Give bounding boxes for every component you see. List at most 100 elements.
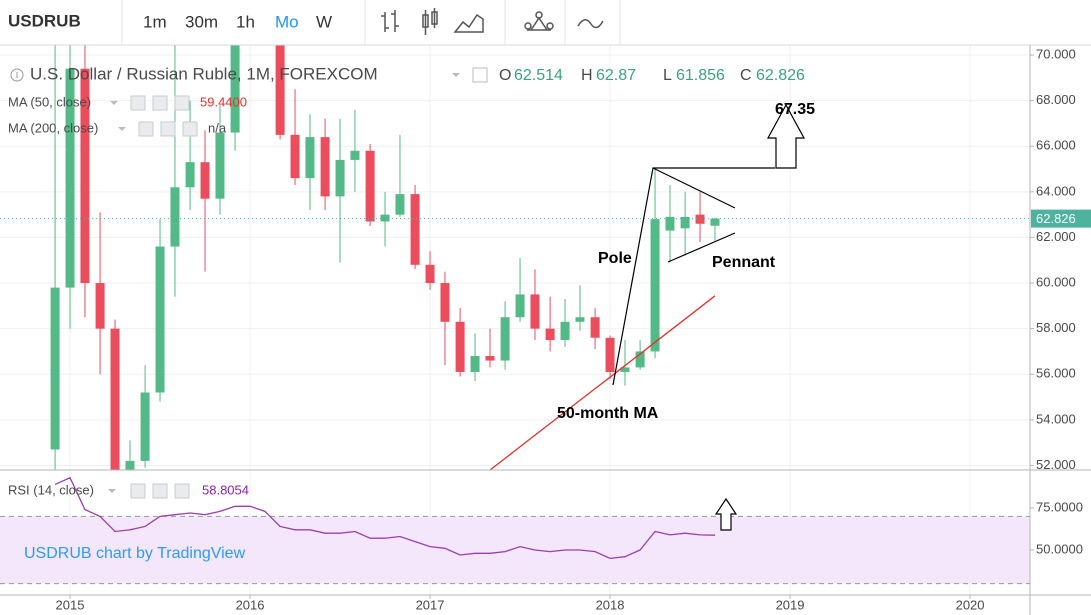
candle-body [545, 328, 555, 341]
y-tick-label: 75.0000 [1036, 499, 1083, 514]
candle-body [560, 321, 570, 341]
indicator-controls[interactable] [108, 95, 198, 499]
interval[interactable]: 1m [143, 12, 167, 31]
candle-body [80, 68, 90, 284]
candle-body [305, 137, 315, 179]
interval[interactable]: 30m [185, 12, 218, 31]
candle-body [335, 159, 345, 197]
indicator-name: MA (50, close) [8, 94, 91, 109]
candle-body [350, 150, 360, 160]
y-tick-label: 70.000 [1036, 46, 1076, 61]
candle-body [425, 264, 435, 284]
x-tick-label: 2018 [596, 597, 625, 612]
close-value: 62.826 [756, 67, 805, 84]
indicator-value: 59.4400 [200, 94, 247, 109]
indicator-line [54, 476, 716, 560]
candle-body [695, 214, 705, 224]
annotation: 50-month MA [557, 405, 659, 422]
toolbar-separators [121, 0, 621, 45]
symbol-icon [10, 68, 24, 82]
ohlc-label: H [581, 67, 593, 84]
candle-body [440, 283, 450, 322]
annotation: 67.35 [775, 101, 815, 118]
candle-body [470, 355, 480, 372]
candle-body [605, 337, 615, 372]
x-tick-label: 2020 [956, 597, 985, 612]
y-tick-label: 68.000 [1036, 92, 1076, 107]
candle-body [710, 218, 720, 226]
candle-body [185, 162, 195, 188]
x-tick-label: 2016 [236, 597, 265, 612]
settings-icon[interactable] [472, 67, 488, 83]
y-tick-label: 58.000 [1036, 320, 1076, 335]
candle-body [170, 187, 180, 247]
candle-body [530, 294, 540, 329]
candle-body [665, 216, 675, 231]
ohlc-label: L [663, 67, 672, 84]
x-tick-label: 2019 [776, 597, 805, 612]
candle-body [650, 219, 660, 352]
y-tick-label: 64.000 [1036, 183, 1076, 198]
candle-body [455, 321, 465, 372]
rsi-background [0, 515, 1030, 585]
candle-body [320, 137, 330, 197]
rsi-pane [54, 476, 716, 560]
last-price-label: 62.826 [1036, 211, 1076, 226]
candle-body [575, 317, 585, 322]
candle-body [110, 328, 120, 470]
interval[interactable]: W [316, 12, 332, 31]
candle-body [365, 150, 375, 222]
y-tick-label: 60.000 [1036, 274, 1076, 289]
last-price-box [1031, 209, 1091, 228]
indicator-name: MA (200, close) [8, 120, 98, 135]
x-tick-label: 2015 [56, 597, 85, 612]
rsi-band [0, 516, 1030, 584]
ohlc-label: C [740, 67, 752, 84]
candle-body [290, 134, 300, 179]
y-tick-label: 50.0000 [1036, 541, 1083, 556]
low-value: 61.856 [676, 67, 725, 84]
indicator-name: RSI (14, close) [8, 482, 94, 497]
candle-body [230, 45, 240, 133]
candle-body [620, 367, 630, 372]
candle-body [140, 392, 150, 461]
annotation: Pennant [712, 254, 776, 271]
interval-active[interactable]: Mo [275, 12, 299, 31]
candle-body [680, 216, 690, 229]
watermark: USDRUB chart by TradingView [24, 545, 246, 562]
candle-body [485, 355, 495, 361]
ohlc-label: O [499, 67, 511, 84]
symbol[interactable]: USDRUB [8, 11, 81, 30]
pane-borders [0, 45, 1091, 615]
candle-body [380, 214, 390, 222]
price-pane [0, 45, 1030, 470]
dropdown[interactable] [452, 73, 460, 77]
grid [0, 45, 1030, 595]
candle-body [500, 317, 510, 361]
indicator-value: n/a [208, 120, 227, 135]
candle-body [395, 194, 405, 215]
toolbar [0, 0, 1091, 45]
high-value: 62.87 [596, 67, 636, 84]
candle-body [215, 132, 225, 199]
annotation: Pole [598, 250, 632, 267]
candle-body [125, 460, 135, 470]
y-tick-label: 56.000 [1036, 366, 1076, 381]
x-tick-label: 2017 [416, 597, 445, 612]
candle-body [410, 194, 420, 265]
y-tick-label: 62.000 [1036, 229, 1076, 244]
y-tick-label: 66.000 [1036, 138, 1076, 153]
chart-type-icons[interactable] [381, 8, 604, 35]
candle-body [200, 162, 210, 199]
y-tick-label: 52.000 [1036, 457, 1076, 472]
candle-body [515, 294, 525, 318]
y-tick-label: 54.000 [1036, 411, 1076, 426]
candle-body [50, 287, 60, 450]
open-value: 62.514 [514, 67, 563, 84]
candle-body [155, 246, 165, 393]
candle-body [65, 68, 75, 288]
candle-body [635, 351, 645, 368]
interval[interactable]: 1h [236, 12, 255, 31]
indicator-value: 58.8054 [202, 482, 249, 497]
